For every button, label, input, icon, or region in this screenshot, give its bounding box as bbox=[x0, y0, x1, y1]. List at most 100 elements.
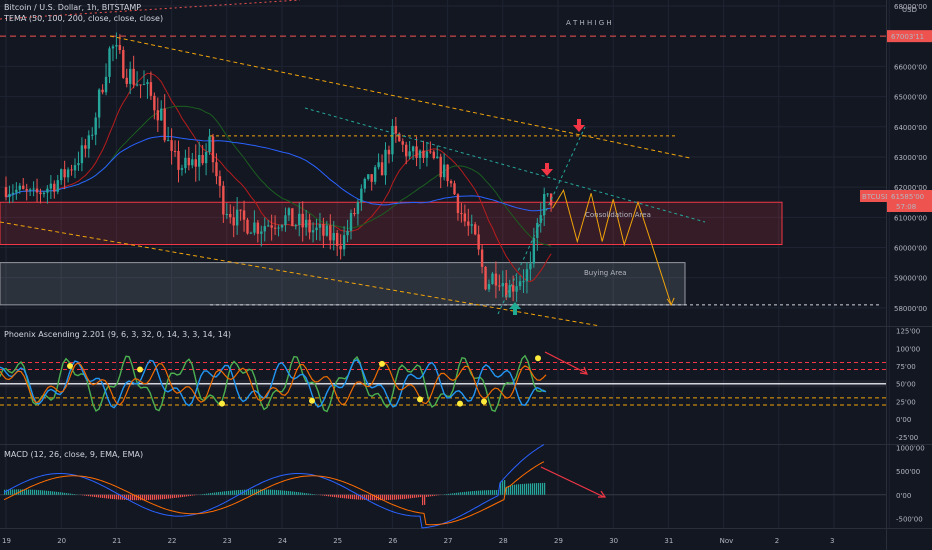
macd-histogram-bar bbox=[186, 494, 188, 497]
macd-histogram-bar bbox=[488, 490, 490, 495]
candle-body bbox=[239, 209, 242, 211]
price-axis: 58000'00 59000'00 60000'00 61000'00 62000'00… bbox=[860, 3, 932, 524]
candle-body bbox=[84, 145, 87, 149]
macd-trend-arrow bbox=[540, 466, 605, 498]
macd-histogram-bar bbox=[380, 494, 382, 501]
candle-body bbox=[35, 188, 39, 193]
macd-histogram-bar bbox=[540, 482, 542, 495]
candle-body bbox=[253, 222, 256, 233]
macd-histogram-bar bbox=[296, 491, 298, 495]
macd-histogram-bar bbox=[490, 490, 492, 495]
macd-histogram-bar bbox=[348, 494, 350, 499]
candle-body bbox=[322, 224, 325, 236]
macd-histogram-bar bbox=[384, 494, 386, 501]
candle-body bbox=[156, 110, 159, 121]
price-tick-label: 61000'00 bbox=[894, 214, 927, 222]
macd-histogram-bar bbox=[174, 494, 176, 498]
macd-histogram-bar bbox=[386, 494, 388, 501]
macd-label: MACD (12, 26, close, 9, EMA, EMA) bbox=[4, 450, 144, 459]
macd-histogram-bar bbox=[388, 494, 390, 500]
macd-histogram-bar bbox=[136, 494, 138, 501]
candle-body bbox=[518, 281, 522, 287]
macd-histogram-bar bbox=[62, 492, 64, 495]
candle-body bbox=[460, 212, 463, 214]
candles bbox=[4, 32, 553, 302]
oscillator-tick-label: 100'00 bbox=[896, 345, 920, 353]
candle-body bbox=[18, 185, 21, 190]
macd-histogram-bar bbox=[266, 489, 268, 495]
macd-histogram-bar bbox=[414, 494, 416, 498]
macd-histogram-bar bbox=[172, 494, 174, 499]
macd-histogram-bar bbox=[484, 490, 486, 495]
candle-body bbox=[170, 140, 173, 151]
macd-histogram-bar bbox=[220, 491, 222, 495]
macd-histogram-bar bbox=[32, 489, 34, 495]
candle-body bbox=[301, 213, 304, 228]
macd-histogram-bar bbox=[228, 490, 230, 495]
macd-histogram-bar bbox=[120, 494, 122, 500]
macd-histogram-bar bbox=[280, 490, 282, 495]
red-arrow-lower bbox=[541, 163, 553, 176]
macd-histogram-bar bbox=[368, 494, 370, 501]
macd-histogram-bar bbox=[234, 490, 236, 495]
candle-body bbox=[80, 145, 84, 164]
macd-histogram-bar bbox=[328, 494, 330, 497]
macd-histogram-bar bbox=[262, 489, 264, 495]
macd-histogram-bar bbox=[20, 489, 22, 495]
candle-body bbox=[332, 233, 335, 241]
macd-histogram-bar bbox=[448, 493, 450, 495]
macd-histogram-bar bbox=[358, 494, 360, 500]
candle-body bbox=[132, 68, 135, 85]
macd-tick-label: 1000'00 bbox=[896, 444, 925, 452]
macd-histogram-bar bbox=[152, 494, 154, 500]
oscillator-signal-dot bbox=[417, 396, 423, 403]
macd-histogram-bar bbox=[360, 494, 362, 500]
macd-histogram-bar bbox=[372, 494, 374, 501]
candle-body bbox=[491, 273, 494, 285]
macd-histogram-bar bbox=[68, 493, 70, 495]
macd-histogram-bar bbox=[446, 494, 448, 495]
macd-histogram-bar bbox=[170, 494, 172, 499]
currency-label: USD bbox=[902, 6, 917, 14]
macd-histogram-bar bbox=[458, 492, 460, 495]
macd-histogram-bar bbox=[158, 494, 160, 500]
macd-histogram-bar bbox=[342, 494, 344, 499]
oscillator-tick-label: 25'00 bbox=[896, 398, 916, 406]
macd-histogram-bar bbox=[300, 492, 302, 495]
macd-histogram-bar bbox=[538, 483, 540, 495]
candle-body bbox=[439, 156, 442, 178]
candle-body bbox=[111, 46, 115, 49]
macd-histogram-bar bbox=[176, 494, 178, 498]
candle-body bbox=[401, 141, 404, 145]
macd-histogram-bar bbox=[344, 494, 346, 499]
macd-histogram-bar bbox=[48, 490, 50, 495]
macd-histogram-bar bbox=[330, 494, 332, 497]
candle-body bbox=[436, 156, 439, 159]
price-tick-label: 59000'00 bbox=[894, 275, 927, 283]
macd-histogram-bar bbox=[462, 492, 464, 495]
macd-histogram-bar bbox=[88, 494, 90, 497]
candle-body bbox=[415, 146, 418, 158]
macd-histogram-bar bbox=[30, 489, 32, 495]
macd-histogram-bar bbox=[192, 494, 194, 496]
candle-body bbox=[115, 45, 118, 47]
macd-histogram-bar bbox=[236, 490, 238, 495]
macd-histogram-bar bbox=[112, 494, 114, 500]
candle-body bbox=[42, 192, 46, 195]
oscillator-signal-dot bbox=[67, 363, 73, 369]
candle-body bbox=[432, 151, 435, 159]
macd-histogram-bar bbox=[332, 494, 334, 497]
macd-histogram-bar bbox=[322, 494, 324, 496]
candle-body bbox=[546, 193, 549, 195]
macd-histogram-bar bbox=[510, 485, 512, 495]
macd-histogram-bar bbox=[188, 494, 190, 497]
last-price-tag bbox=[887, 190, 932, 212]
candle-body bbox=[149, 82, 153, 96]
macd-arrowhead bbox=[598, 490, 607, 498]
consolidation-label: Consolidation Area bbox=[585, 211, 651, 219]
macd-histogram-bar bbox=[26, 489, 28, 495]
candle-body bbox=[118, 45, 122, 50]
candle-body bbox=[139, 84, 142, 86]
macd-histogram-bar bbox=[512, 484, 514, 495]
